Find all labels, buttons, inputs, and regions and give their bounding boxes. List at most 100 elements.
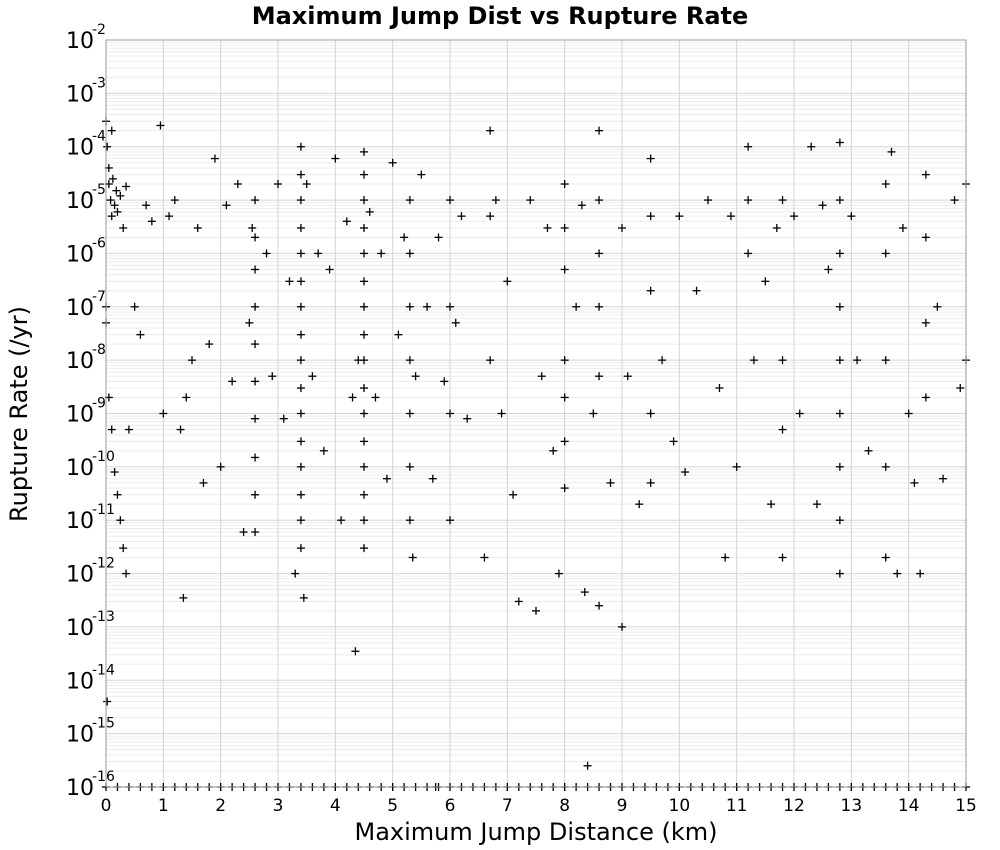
data-point [108,174,117,183]
data-point [285,277,294,286]
data-point [251,414,260,423]
data-point [577,201,586,210]
data-point [939,474,948,483]
data-point [210,154,219,163]
data-point [503,277,512,286]
data-point [193,223,202,232]
data-point [360,356,368,365]
data-point [296,142,305,151]
data-point [560,484,569,493]
x-tick-label: 12 [783,796,805,816]
y-tick-label: 10 [66,349,94,374]
x-tick-label: 0 [101,796,112,816]
data-point [417,170,426,179]
data-point [824,265,833,274]
data-point [360,302,368,311]
data-point [881,180,890,189]
data-point [291,569,300,578]
data-point [360,330,368,339]
y-tick-label: 10 [66,563,94,588]
y-tick-label: 10 [66,456,94,481]
data-point [394,330,403,339]
data-point [446,302,454,311]
data-point [580,588,589,597]
data-point [360,196,368,205]
data-point [130,302,139,311]
data-point [772,223,781,232]
data-point [778,356,787,365]
data-point [296,277,305,286]
data-point [778,425,787,434]
data-point [251,302,260,311]
data-point [778,553,787,562]
data-point [726,212,735,221]
data-point [646,212,655,221]
data-point [778,196,787,205]
data-point [721,553,730,562]
data-point [595,126,604,135]
data-point [299,593,308,602]
data-point [554,569,563,578]
y-tick-exponent: -7 [92,289,106,305]
data-point [537,372,546,381]
data-point [835,196,844,205]
data-point [268,372,277,381]
data-point [308,372,317,381]
y-tick-exponent: -9 [92,396,106,412]
data-point [916,569,925,578]
data-point [113,207,122,216]
data-point [835,569,844,578]
data-point [921,318,930,327]
data-point [635,500,644,509]
data-point [296,330,305,339]
y-tick-exponent: -12 [92,556,115,572]
data-point [835,409,844,418]
data-point [744,142,753,151]
data-point [400,233,409,242]
data-point [314,249,323,258]
data-point [296,196,305,205]
y-tick-label: 10 [66,296,94,321]
data-point [182,393,191,402]
data-point [893,569,902,578]
x-tick-label: 1 [158,796,169,816]
y-tick-label: 10 [66,669,94,694]
data-point [881,356,890,365]
data-point [457,212,466,221]
data-point [560,180,569,189]
data-point [509,490,518,499]
data-point [881,553,890,562]
data-point [302,180,311,189]
y-tick-label: 10 [66,136,94,161]
data-point [179,593,188,602]
data-point [348,393,357,402]
data-point [491,196,500,205]
y-tick-exponent: -8 [92,342,106,358]
x-tick-label: 11 [726,796,748,816]
plot-area-border [105,39,967,788]
data-point [560,356,569,365]
y-tick-exponent: -10 [92,449,115,465]
data-point [251,233,260,242]
x-tick-label: 10 [669,796,691,816]
data-point [188,356,196,365]
data-point [351,647,360,656]
data-point [887,147,896,156]
data-point [408,553,417,562]
y-tick-exponent: -6 [92,235,106,251]
data-point [360,170,368,179]
x-tick-label: 14 [898,796,920,816]
data-point [251,377,260,386]
data-point [446,516,454,525]
data-point [388,158,397,167]
data-point [405,409,414,418]
data-point [526,196,535,205]
x-tick-label: 9 [617,796,628,816]
data-point [583,761,592,770]
data-point [428,474,437,483]
data-point [623,372,632,381]
data-point [360,462,368,471]
data-point [251,528,260,537]
data-point [560,437,569,446]
y-tick-label: 10 [66,82,94,107]
